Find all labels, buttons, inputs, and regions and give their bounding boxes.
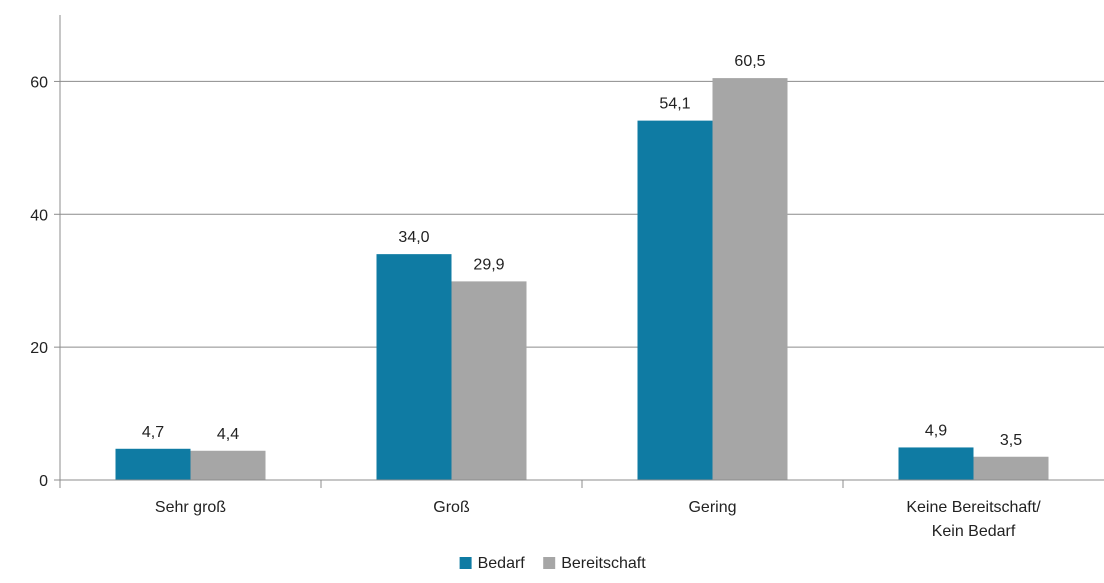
data-label: 29,9 — [473, 256, 504, 273]
legend-label: Bereitschaft — [561, 555, 646, 572]
y-tick-label: 20 — [30, 340, 48, 357]
bar-bereitschaft — [190, 450, 266, 480]
bar-bereitschaft — [451, 281, 527, 480]
data-label: 3,5 — [1000, 432, 1022, 449]
bar-bedarf — [898, 447, 974, 480]
legend-label: Bedarf — [478, 555, 526, 572]
bar-bedarf — [637, 120, 713, 480]
legend-swatch-bereitschaft — [543, 557, 556, 569]
y-tick-label: 60 — [30, 74, 48, 91]
x-tick-label: Groß — [433, 499, 470, 516]
data-label: 4,4 — [217, 426, 239, 443]
x-tick-label: Keine Bereitschaft/Kein Bedarf — [906, 499, 1041, 540]
legend: Bedarf Bereitschaft — [459, 555, 646, 572]
legend-swatch-bedarf — [459, 557, 472, 569]
bar-bedarf — [376, 254, 452, 480]
bar-bereitschaft — [712, 78, 788, 480]
y-tick-label: 40 — [30, 207, 48, 224]
data-labels: 4,7 4,4 34,0 29,9 54,1 60,5 4,9 3,5 — [142, 53, 1022, 449]
data-label: 4,7 — [142, 424, 164, 441]
y-tick-label: 0 — [39, 473, 48, 490]
gridlines — [60, 80, 1104, 348]
axes: 0 20 40 60 Sehr groß Groß Gering Keine Bereitsc… — [30, 15, 1104, 540]
bars — [115, 78, 1049, 480]
x-tick-label: Gering — [688, 499, 736, 516]
x-tick-label: Sehr groß — [155, 499, 226, 516]
data-label: 60,5 — [734, 53, 765, 70]
bar-bereitschaft — [973, 456, 1049, 480]
data-label: 4,9 — [925, 422, 947, 439]
data-label: 34,0 — [398, 229, 429, 246]
data-label: 54,1 — [659, 96, 690, 113]
bar-bedarf — [115, 448, 191, 480]
